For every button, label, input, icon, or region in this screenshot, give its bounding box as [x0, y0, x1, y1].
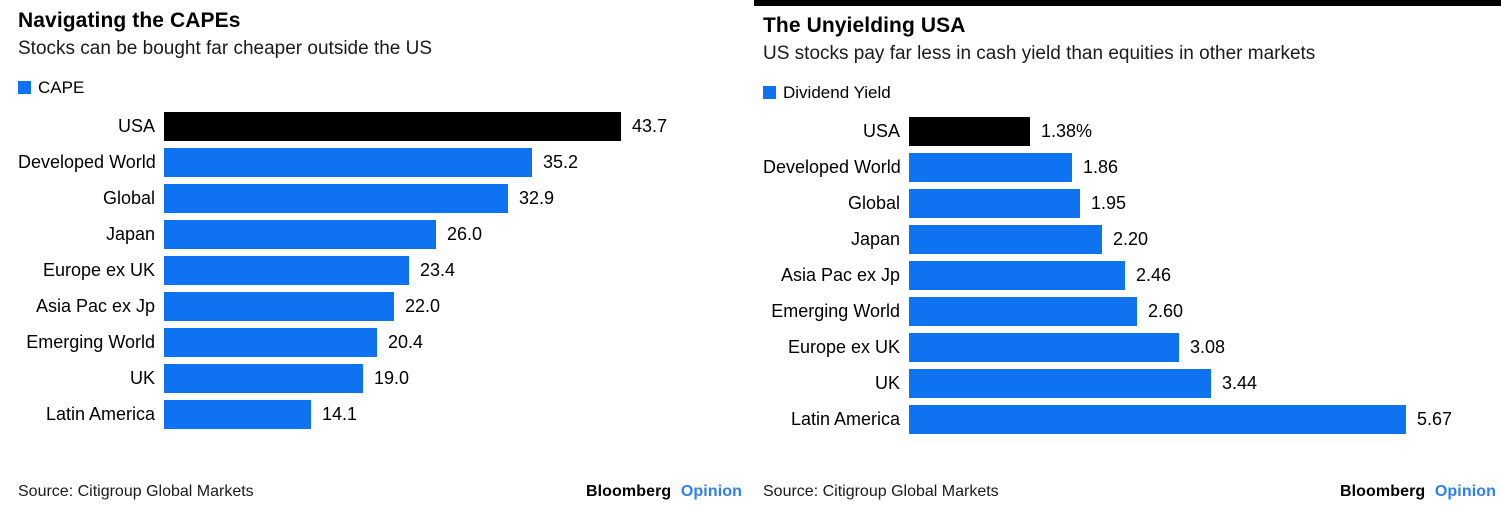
legend-label: Dividend Yield: [783, 82, 891, 102]
bar-row: Asia Pac ex Jp 22.0: [18, 289, 750, 325]
bar: [909, 369, 1211, 399]
bar: [909, 405, 1406, 435]
bar-row: Global 32.9: [18, 181, 750, 217]
category-label: Latin America: [790, 409, 900, 430]
chart-panel-dividend-yield: The Unyielding USA US stocks pay far les…: [750, 0, 1501, 508]
value-label: 23.4: [420, 260, 456, 281]
chart-title: The Unyielding USA: [763, 14, 966, 37]
bar: [164, 148, 532, 178]
category-label: Developed World: [18, 152, 156, 173]
category-label: Europe ex UK: [787, 337, 900, 358]
value-label: 1.95: [1091, 193, 1127, 214]
bar: [909, 261, 1125, 291]
bar-row: Emerging World 20.4: [18, 325, 750, 361]
bar: [164, 364, 363, 394]
bar: [164, 328, 377, 358]
bar-row: Global 1.95: [763, 186, 1501, 222]
chart-subtitle: Stocks can be bought far cheaper outside…: [18, 38, 433, 60]
bar: [164, 184, 508, 214]
legend-swatch-icon: [18, 81, 31, 95]
value-label: 2.46: [1136, 265, 1172, 286]
legend-swatch-icon: [763, 86, 776, 100]
value-label: 43.7: [632, 116, 668, 137]
category-label: Japan: [105, 224, 155, 245]
value-label: 1.38%: [1041, 121, 1093, 142]
opinion-wordmark: Opinion: [680, 483, 742, 500]
category-label: Japan: [850, 229, 900, 250]
top-rule: [754, 0, 1501, 6]
bar-row: USA 43.7: [18, 109, 750, 145]
value-label: 14.1: [322, 404, 358, 425]
bar: [164, 292, 394, 322]
category-label: Global: [102, 188, 155, 209]
bar-chart: USA 43.7 Developed World 35.2 Global 32.9 Japa…: [18, 109, 750, 433]
bar: [909, 297, 1137, 327]
bar-row: Developed World 35.2: [18, 145, 750, 181]
value-label: 3.44: [1222, 373, 1258, 394]
legend-label: CAPE: [38, 77, 85, 97]
category-label: Europe ex UK: [42, 260, 155, 281]
value-label: 2.20: [1113, 229, 1149, 250]
bar-row: Asia Pac ex Jp 2.46: [763, 258, 1501, 294]
chart-title: Navigating the CAPEs: [18, 9, 241, 32]
bloomberg-wordmark: Bloomberg: [585, 483, 672, 500]
bar-chart: USA 1.38% Developed World 1.86 Global 1.95 Jap…: [763, 114, 1501, 438]
bloomberg-opinion-logo: Bloomberg Opinion: [1340, 483, 1496, 501]
category-label: USA: [862, 121, 900, 142]
bar-row: Developed World 1.86: [763, 150, 1501, 186]
category-label: Asia Pac ex Jp: [780, 265, 900, 286]
value-label: 20.4: [388, 332, 424, 353]
value-label: 35.2: [543, 152, 579, 173]
category-label: Asia Pac ex Jp: [35, 296, 155, 317]
chart-footer: Source: Citigroup Global Markets Bloombe…: [18, 483, 742, 501]
source-note: Source: Citigroup Global Markets: [18, 483, 254, 500]
bar-row: UK 19.0: [18, 361, 750, 397]
source-note: Source: Citigroup Global Markets: [763, 483, 999, 500]
category-label: Emerging World: [26, 332, 155, 353]
value-label: 2.60: [1148, 301, 1184, 322]
bar: [909, 333, 1179, 363]
bar-row: Latin America 5.67: [763, 402, 1501, 438]
bar: [164, 400, 311, 430]
category-label: UK: [129, 368, 155, 389]
value-label: 3.08: [1190, 337, 1226, 358]
bar-row: Emerging World 2.60: [763, 294, 1501, 330]
bar-row: Japan 2.20: [763, 222, 1501, 258]
value-label: 5.67: [1417, 409, 1453, 430]
category-label: Emerging World: [771, 301, 900, 322]
chart-footer: Source: Citigroup Global Markets Bloombe…: [763, 483, 1496, 501]
value-label: 26.0: [447, 224, 483, 245]
value-label: 22.0: [405, 296, 441, 317]
bar-row: Japan 26.0: [18, 217, 750, 253]
bar-row: Europe ex UK 3.08: [763, 330, 1501, 366]
value-label: 19.0: [374, 368, 410, 389]
bar: [909, 189, 1080, 219]
bar-highlighted: [909, 117, 1030, 147]
bar: [164, 220, 436, 250]
category-label: Developed World: [763, 157, 901, 178]
bar-row: Europe ex UK 23.4: [18, 253, 750, 289]
chart-legend: Dividend Yield: [763, 83, 1501, 103]
bar: [909, 153, 1072, 183]
category-label: USA: [117, 116, 155, 137]
chart-subtitle: US stocks pay far less in cash yield tha…: [763, 43, 1316, 65]
bloomberg-opinion-logo: Bloomberg Opinion: [586, 483, 742, 501]
bloomberg-wordmark: Bloomberg: [1339, 483, 1426, 500]
category-label: Latin America: [45, 404, 155, 425]
value-label: 32.9: [519, 188, 555, 209]
category-label: Global: [847, 193, 900, 214]
bar-row: USA 1.38%: [763, 114, 1501, 150]
chart-panel-cape: Navigating the CAPEs Stocks can be bough…: [0, 0, 750, 508]
bar: [164, 256, 409, 286]
bar: [909, 225, 1102, 255]
opinion-wordmark: Opinion: [1434, 483, 1496, 500]
bar-row: UK 3.44: [763, 366, 1501, 402]
chart-legend: CAPE: [18, 78, 750, 98]
value-label: 1.86: [1083, 157, 1119, 178]
category-label: UK: [874, 373, 900, 394]
bar-row: Latin America 14.1: [18, 397, 750, 433]
bar-highlighted: [164, 112, 621, 142]
